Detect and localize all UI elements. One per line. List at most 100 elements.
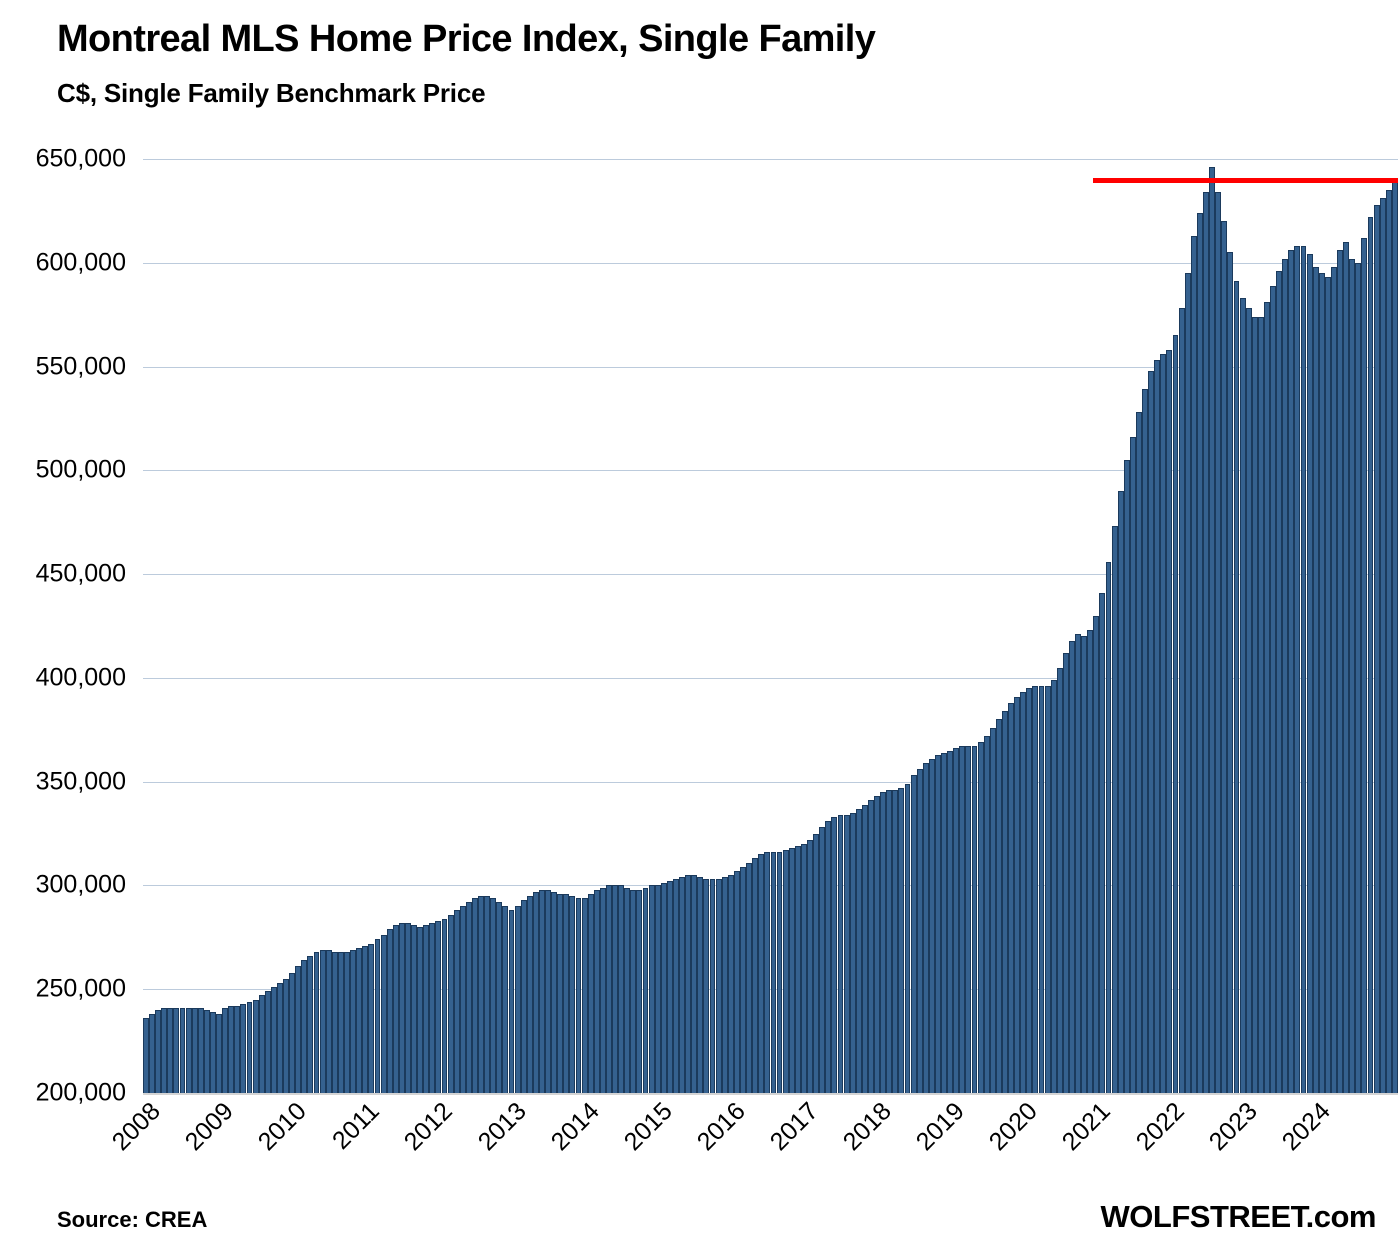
bar — [1087, 630, 1094, 1093]
y-axis-tick-label: 500,000 — [35, 455, 126, 484]
bar — [721, 877, 728, 1093]
bar — [557, 893, 564, 1093]
bar — [776, 852, 783, 1093]
bar — [1123, 459, 1130, 1093]
bar — [697, 877, 704, 1093]
bar — [264, 991, 271, 1093]
y-axis-tick-label: 200,000 — [35, 1078, 126, 1107]
bar — [1038, 686, 1045, 1093]
bar — [1379, 198, 1386, 1093]
bar — [1300, 246, 1307, 1093]
bar — [1233, 281, 1240, 1093]
bar — [161, 1007, 168, 1093]
bar — [971, 746, 978, 1093]
y-axis-tick-label: 450,000 — [35, 559, 126, 588]
y-axis-tick-label: 400,000 — [35, 663, 126, 692]
bar — [630, 889, 637, 1093]
bar — [715, 879, 722, 1093]
bar — [398, 922, 405, 1093]
bar — [642, 887, 649, 1093]
bar — [758, 854, 765, 1093]
chart-subtitle: C$, Single Family Benchmark Price — [57, 78, 486, 108]
x-axis-tick-label: 2009 — [179, 1097, 239, 1157]
bar — [648, 885, 655, 1093]
bar — [691, 875, 698, 1093]
bar — [453, 910, 460, 1093]
x-axis-tick-label: 2022 — [1130, 1097, 1190, 1157]
bar — [344, 951, 350, 1093]
bar — [484, 895, 491, 1093]
x-axis-tick-label: 2017 — [764, 1097, 824, 1157]
bar — [685, 875, 692, 1093]
gridline — [143, 574, 1398, 576]
bar — [593, 889, 600, 1093]
x-axis-baseline — [143, 1093, 1398, 1095]
bar — [1367, 217, 1374, 1093]
bar — [1270, 285, 1276, 1093]
bar — [270, 987, 277, 1093]
bar — [770, 852, 777, 1093]
bar — [995, 719, 1002, 1093]
bar — [1050, 679, 1057, 1093]
bar — [1136, 412, 1142, 1093]
bar — [788, 848, 795, 1093]
x-axis-tick-label: 2020 — [983, 1097, 1044, 1157]
bar — [1355, 262, 1362, 1093]
bar — [368, 943, 375, 1093]
bar — [1044, 686, 1051, 1093]
y-axis-tick-label: 300,000 — [35, 870, 126, 899]
bar — [1190, 235, 1197, 1093]
source-label: Source: CREA — [57, 1207, 208, 1232]
bar — [807, 839, 813, 1093]
bar — [837, 814, 844, 1093]
chart-title: Montreal MLS Home Price Index, Single Fa… — [57, 18, 876, 60]
bar — [898, 787, 905, 1093]
bar — [733, 870, 740, 1093]
bar — [1385, 190, 1392, 1093]
x-axis-tick-label: 2015 — [618, 1097, 678, 1157]
bar — [502, 906, 509, 1093]
bar — [800, 843, 807, 1093]
bar — [1263, 302, 1270, 1093]
bar — [1008, 702, 1014, 1093]
bar — [660, 883, 667, 1093]
bar — [295, 966, 302, 1093]
y-axis-tick-label: 650,000 — [35, 144, 126, 173]
bar — [197, 1007, 204, 1093]
bar — [654, 885, 661, 1093]
bar — [386, 929, 393, 1093]
y-axis-tick-label: 250,000 — [35, 974, 126, 1003]
bar — [216, 1014, 222, 1093]
bar — [1129, 437, 1136, 1093]
bar — [490, 897, 497, 1093]
bar — [849, 812, 856, 1093]
bar — [429, 922, 436, 1093]
bar — [624, 887, 631, 1093]
bar — [1166, 349, 1173, 1093]
bar — [1069, 640, 1075, 1093]
bar — [1282, 258, 1289, 1093]
bar — [380, 935, 387, 1093]
x-axis-tick-label: 2014 — [545, 1097, 605, 1157]
bar — [496, 902, 503, 1093]
bar — [1391, 179, 1398, 1093]
x-axis-tick-label: 2016 — [691, 1097, 751, 1157]
bar — [1239, 298, 1246, 1093]
bar — [764, 852, 771, 1093]
bar — [350, 949, 357, 1093]
bar — [545, 889, 551, 1093]
bar — [569, 895, 576, 1093]
y-axis-tick-label: 350,000 — [35, 767, 126, 796]
bar — [916, 769, 923, 1093]
bar — [1178, 308, 1185, 1093]
bar — [532, 891, 539, 1093]
bar — [435, 920, 442, 1093]
bar — [307, 956, 314, 1093]
bar — [313, 951, 320, 1093]
bar — [191, 1007, 198, 1093]
y-axis-tick-label: 600,000 — [35, 248, 126, 277]
bar — [983, 736, 990, 1093]
prior-peak-reference-line — [1093, 177, 1398, 183]
bar — [782, 850, 789, 1093]
